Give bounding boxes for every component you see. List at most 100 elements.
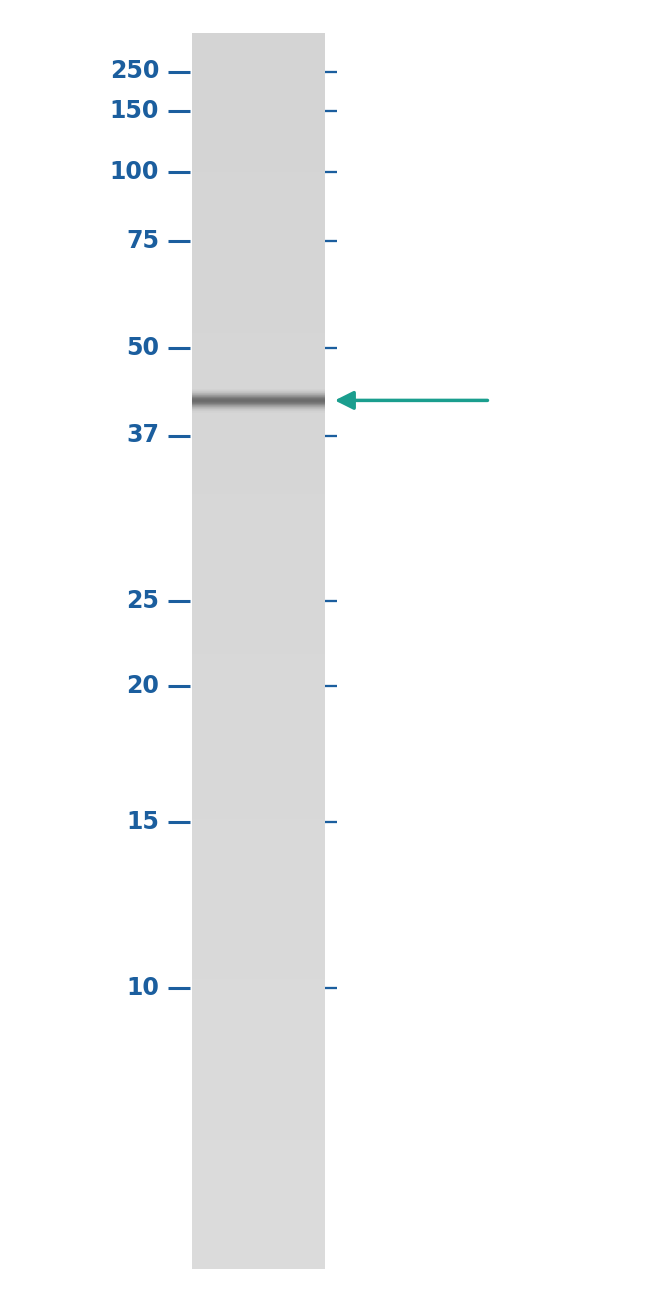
Bar: [192, 445, 325, 450]
Bar: [192, 402, 325, 403]
Bar: [192, 692, 325, 697]
Bar: [192, 120, 325, 125]
Bar: [192, 390, 325, 391]
Bar: [192, 259, 325, 264]
Bar: [192, 905, 325, 910]
Text: 100: 100: [110, 160, 159, 183]
Bar: [192, 57, 325, 62]
Bar: [192, 410, 325, 411]
Bar: [192, 1000, 325, 1005]
Bar: [192, 86, 325, 91]
Bar: [192, 1222, 325, 1227]
Bar: [192, 794, 325, 800]
Bar: [192, 988, 325, 993]
Bar: [192, 238, 325, 244]
Bar: [192, 954, 325, 959]
Bar: [192, 861, 325, 866]
Bar: [192, 411, 325, 412]
Bar: [192, 760, 325, 767]
Bar: [192, 391, 325, 394]
Bar: [192, 407, 325, 412]
Bar: [192, 465, 325, 471]
Bar: [192, 404, 325, 406]
Bar: [192, 390, 325, 396]
Bar: [192, 1235, 325, 1240]
Bar: [192, 213, 325, 218]
Bar: [192, 148, 325, 153]
Bar: [192, 337, 325, 343]
Bar: [192, 942, 325, 948]
Bar: [192, 403, 325, 404]
Bar: [192, 933, 325, 940]
Bar: [192, 811, 325, 816]
Bar: [192, 975, 325, 980]
Bar: [192, 637, 325, 644]
Bar: [192, 272, 325, 277]
Text: 25: 25: [126, 589, 159, 612]
Bar: [192, 428, 325, 433]
Bar: [192, 901, 325, 906]
Text: 75: 75: [126, 229, 159, 252]
Bar: [192, 296, 325, 302]
Bar: [192, 547, 325, 552]
Bar: [192, 1119, 325, 1124]
Bar: [192, 398, 325, 399]
Bar: [192, 74, 325, 79]
Bar: [192, 131, 325, 136]
Bar: [192, 667, 325, 672]
Bar: [192, 411, 325, 412]
Bar: [192, 103, 325, 108]
Bar: [192, 202, 325, 207]
Bar: [192, 884, 325, 891]
Bar: [192, 1028, 325, 1035]
Bar: [192, 439, 325, 446]
Bar: [192, 514, 325, 520]
Bar: [192, 367, 325, 372]
Bar: [192, 819, 325, 824]
Bar: [192, 127, 325, 133]
Bar: [192, 424, 325, 429]
Bar: [192, 963, 325, 968]
Bar: [192, 1070, 325, 1075]
Bar: [192, 333, 325, 338]
Bar: [192, 198, 325, 203]
Bar: [192, 390, 325, 393]
Bar: [192, 242, 325, 248]
Bar: [192, 1140, 325, 1145]
Bar: [192, 90, 325, 96]
Bar: [192, 777, 325, 783]
Bar: [192, 621, 325, 627]
Bar: [192, 840, 325, 845]
Bar: [192, 498, 325, 503]
Bar: [192, 411, 325, 416]
Bar: [192, 864, 325, 870]
Bar: [192, 790, 325, 796]
Bar: [192, 399, 325, 400]
Bar: [192, 728, 325, 733]
Bar: [192, 1173, 325, 1178]
Bar: [192, 329, 325, 334]
Bar: [192, 460, 325, 465]
Bar: [192, 268, 325, 273]
Bar: [192, 394, 325, 395]
Bar: [192, 370, 325, 376]
Bar: [192, 394, 325, 395]
Bar: [192, 111, 325, 116]
Bar: [192, 107, 325, 112]
Bar: [192, 774, 325, 779]
Text: 50: 50: [126, 337, 159, 360]
Bar: [192, 724, 325, 729]
Bar: [192, 247, 325, 252]
Bar: [192, 679, 325, 684]
Bar: [192, 1193, 325, 1199]
Bar: [192, 1127, 325, 1134]
Bar: [192, 572, 325, 577]
Bar: [192, 1230, 325, 1236]
Bar: [192, 389, 325, 390]
Bar: [192, 124, 325, 129]
Bar: [192, 1247, 325, 1252]
Bar: [192, 1098, 325, 1104]
Bar: [192, 226, 325, 231]
Bar: [192, 703, 325, 709]
Bar: [192, 1112, 325, 1117]
